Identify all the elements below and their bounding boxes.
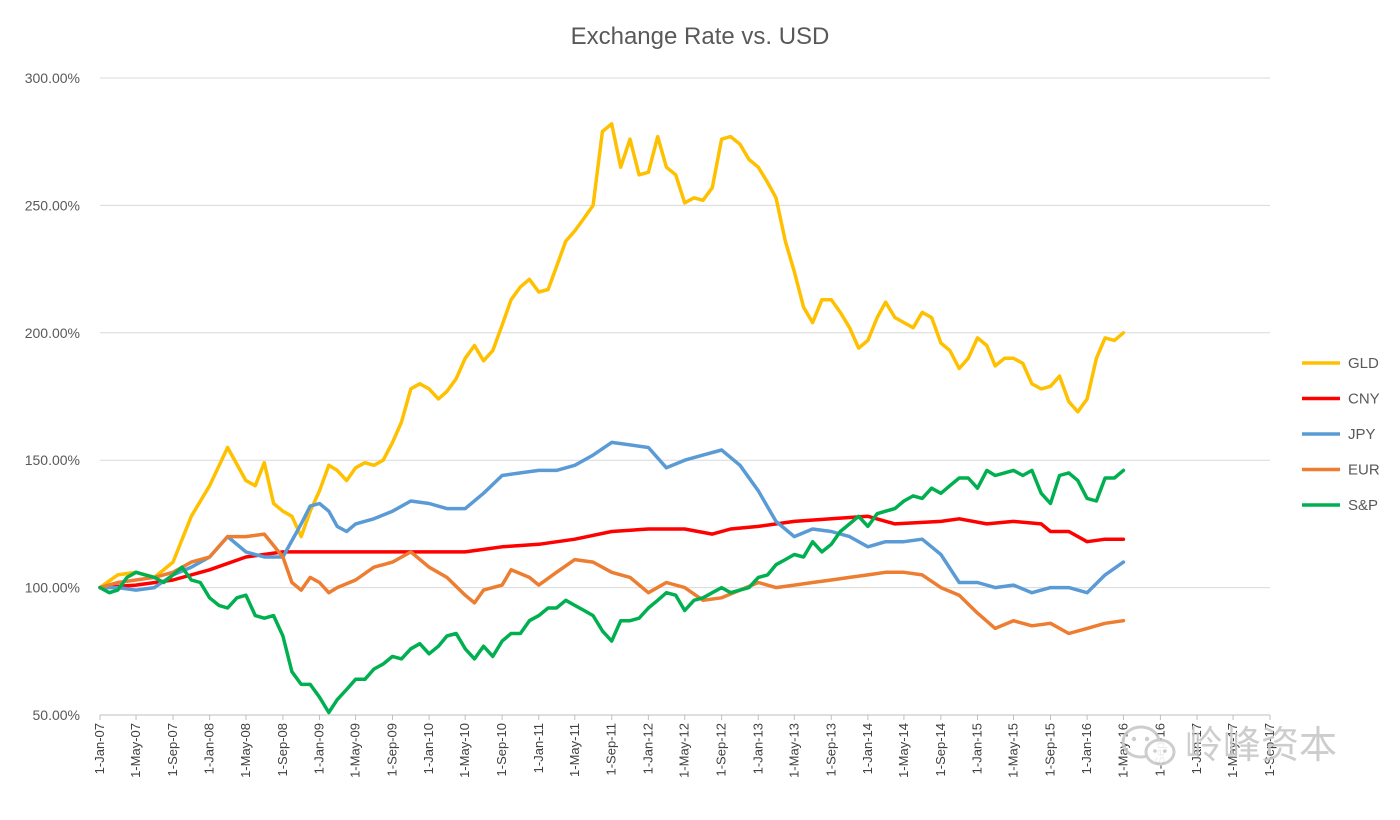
x-tick-label: 1-Jan-16 bbox=[1079, 723, 1094, 774]
x-tick-label: 1-Jan-12 bbox=[640, 723, 655, 774]
x-tick-label: 1-May-08 bbox=[238, 723, 253, 778]
x-tick-label: 1-Jan-13 bbox=[750, 723, 765, 774]
x-tick-label: 1-Sep-17 bbox=[1262, 723, 1277, 776]
watermark: 岭峰资本 bbox=[1121, 725, 1337, 767]
x-tick-label: 1-Sep-15 bbox=[1042, 723, 1057, 776]
series-lines bbox=[98, 122, 1126, 715]
x-tick-label: 1-Sep-13 bbox=[823, 723, 838, 776]
x-tick-label: 1-May-13 bbox=[786, 723, 801, 778]
chart-title: Exchange Rate vs. USD bbox=[571, 23, 830, 50]
x-tick-label: 1-Jan-17 bbox=[1189, 723, 1204, 774]
series-line-sp bbox=[98, 468, 1126, 715]
y-tick-label: 50.00% bbox=[33, 707, 80, 723]
series-line-eur bbox=[98, 532, 1126, 636]
x-tick-label: 1-May-15 bbox=[1006, 723, 1021, 778]
legend-label-eur: EUR bbox=[1348, 462, 1380, 479]
y-tick-label: 300.00% bbox=[25, 70, 80, 86]
x-tick-label: 1-May-12 bbox=[677, 723, 692, 778]
x-tick-label: 1-Jan-14 bbox=[860, 723, 875, 774]
x-tick-label: 1-Jan-10 bbox=[421, 723, 436, 774]
legend-label-sp: S&P bbox=[1348, 497, 1378, 514]
x-tick-label: 1-May-14 bbox=[896, 723, 911, 778]
x-tick-label: 1-Sep-07 bbox=[165, 723, 180, 776]
y-axis: 50.00% 100.00% 150.00% 200.00% 250.00% 300.00… bbox=[25, 70, 80, 723]
x-tick-label: 1-May-11 bbox=[567, 723, 582, 777]
y-tick-label: 200.00% bbox=[25, 325, 80, 341]
legend-label-jpy: JPY bbox=[1348, 426, 1376, 443]
series-line-gld bbox=[98, 122, 1126, 590]
series-line-cny bbox=[98, 514, 1126, 590]
x-tick-label: 1-Sep-11 bbox=[604, 723, 619, 776]
x-tick-label: 1-May-16 bbox=[1115, 723, 1130, 778]
legend-label-cny: CNY bbox=[1348, 391, 1380, 408]
wechat-icon bbox=[1121, 725, 1176, 766]
x-tick-label: 1-Sep-08 bbox=[275, 723, 290, 776]
legend: GLD CNY JPY EUR S&P bbox=[1302, 355, 1380, 514]
x-tick-label: 1-May-09 bbox=[348, 723, 363, 778]
x-tick-label: 1-May-17 bbox=[1225, 723, 1240, 778]
x-tick-label: 1-May-07 bbox=[128, 723, 143, 778]
x-tick-label: 1-Sep-12 bbox=[714, 723, 729, 776]
y-tick-label: 150.00% bbox=[25, 452, 80, 468]
x-tick-label: 1-May-10 bbox=[457, 723, 472, 778]
x-tick-label: 1-Jan-07 bbox=[92, 723, 107, 774]
x-tick-label: 1-Sep-14 bbox=[933, 723, 948, 776]
x-tick-label: 1-Sep-10 bbox=[494, 723, 509, 776]
watermark-text: 岭峰资本 bbox=[1185, 725, 1337, 767]
series-line-jpy bbox=[98, 440, 1126, 595]
x-tick-label: 1-Jan-15 bbox=[970, 723, 985, 774]
x-tick-label: 1-Jan-08 bbox=[202, 723, 217, 774]
y-tick-label: 100.00% bbox=[25, 580, 80, 596]
x-tick-label: 1-Sep-09 bbox=[385, 723, 400, 776]
x-tick-label: 1-Jan-09 bbox=[312, 723, 327, 774]
legend-label-gld: GLD bbox=[1348, 355, 1379, 372]
y-tick-label: 250.00% bbox=[25, 197, 80, 213]
x-tick-label: 1-Jan-11 bbox=[531, 723, 546, 773]
